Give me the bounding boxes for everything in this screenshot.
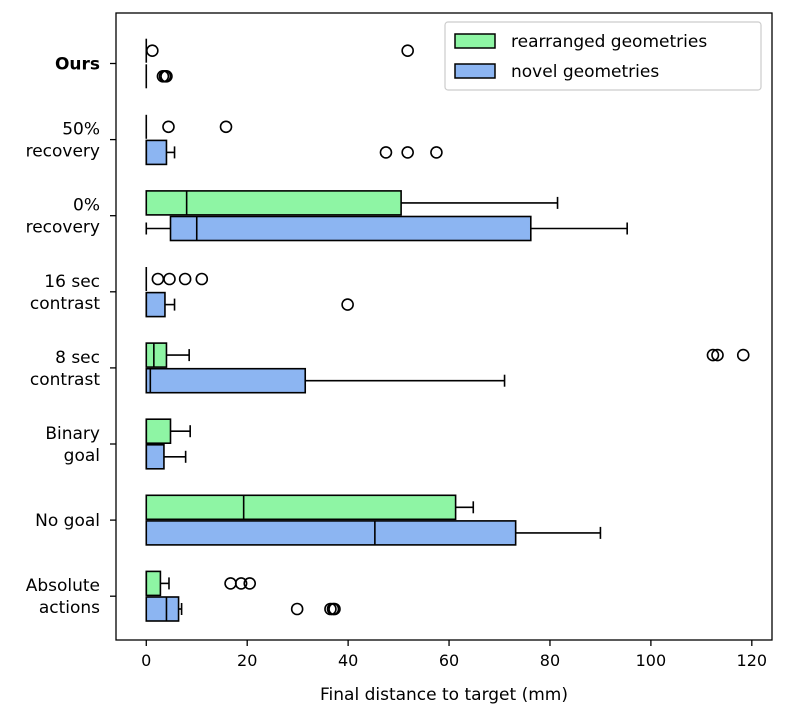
box-1-0 (145, 64, 173, 89)
series-0 (145, 38, 750, 597)
box-0-3 (145, 267, 209, 291)
outlier-point (328, 602, 341, 616)
box-body (145, 596, 180, 622)
outlier-point (160, 70, 173, 83)
legend-frame (444, 21, 762, 91)
x-tick-label: 20 (237, 651, 257, 670)
x-tick-label: 60 (439, 651, 459, 670)
box-body (145, 342, 168, 368)
legend-swatch (454, 33, 496, 49)
y-tick-label: recovery (26, 218, 100, 238)
box-body (145, 418, 172, 445)
x-tick-label: 0 (141, 651, 151, 670)
outlier-point (341, 298, 354, 311)
box-0-2 (145, 190, 559, 216)
box-body (169, 215, 532, 242)
y-tick-label: 8 sec (55, 348, 100, 368)
box-body (145, 291, 166, 318)
box-1-1 (145, 139, 443, 166)
y-tick-label: Binary (45, 424, 100, 444)
legend-swatch (454, 63, 496, 79)
axes: 0 20 40 60 80 100 120Ours50%recovery0%recovery… (26, 55, 767, 671)
y-tick-label: contrast (30, 370, 100, 390)
outlier-point (146, 44, 159, 58)
outlier-point (234, 577, 248, 590)
x-tick-label: 100 (636, 651, 667, 670)
box-1-6 (145, 520, 602, 546)
y-tick-label: recovery (26, 142, 100, 162)
y-tick-label: actions (39, 598, 100, 618)
box-0-4 (145, 342, 750, 368)
box-0-1 (145, 114, 233, 139)
x-tick-label: 120 (737, 651, 768, 670)
box-0-0 (145, 38, 414, 63)
box-body (145, 139, 168, 166)
outlier-point (430, 146, 443, 159)
y-tick-label: 50% (62, 120, 100, 140)
box-1-2 (145, 215, 628, 242)
box-1-4 (145, 367, 506, 394)
box-0-7 (145, 570, 257, 597)
outlier-point (219, 120, 233, 134)
outlier-point (706, 348, 720, 362)
chart-marks (145, 38, 750, 622)
x-tick-label: 80 (540, 651, 560, 670)
box-body (145, 443, 165, 470)
y-tick-label: Ours (55, 55, 100, 75)
y-tick-label: contrast (30, 294, 100, 314)
outlier-point (290, 602, 304, 616)
series-1 (145, 64, 628, 622)
y-tick-label: Absolute (26, 576, 100, 596)
box-0-6 (145, 494, 475, 521)
outlier-point (736, 348, 750, 362)
legend-label: rearranged geometries (511, 32, 707, 52)
outlier-point (162, 120, 175, 134)
x-tick-label: 40 (338, 651, 358, 670)
outlier-point (711, 348, 724, 362)
outlier-point (401, 146, 414, 159)
legend: rearranged geometries novel geometries (444, 21, 762, 91)
y-tick-label: No goal (35, 511, 100, 531)
legend-label: novel geometries (511, 62, 659, 82)
box-1-3 (145, 291, 354, 318)
box-1-7 (145, 596, 341, 622)
box-body (145, 190, 402, 216)
plot-background (116, 13, 772, 640)
outlier-point (401, 44, 414, 58)
y-tick-label: 0% (73, 196, 100, 216)
box-body (145, 494, 457, 521)
box-1-5 (145, 443, 187, 470)
y-tick-label: goal (64, 446, 100, 466)
outlier-point (163, 272, 176, 286)
box-0-5 (145, 418, 191, 445)
outlier-point (243, 577, 257, 590)
box-body (145, 367, 307, 394)
outlier-point (178, 272, 192, 286)
outlier-point (195, 272, 209, 286)
box-body (145, 570, 162, 597)
outlier-point (379, 146, 393, 159)
y-tick-label: 16 sec (44, 272, 100, 292)
box-body (145, 520, 517, 546)
plot-frame (115, 12, 773, 641)
x-axis-label: Final distance to target (mm) (320, 685, 568, 705)
